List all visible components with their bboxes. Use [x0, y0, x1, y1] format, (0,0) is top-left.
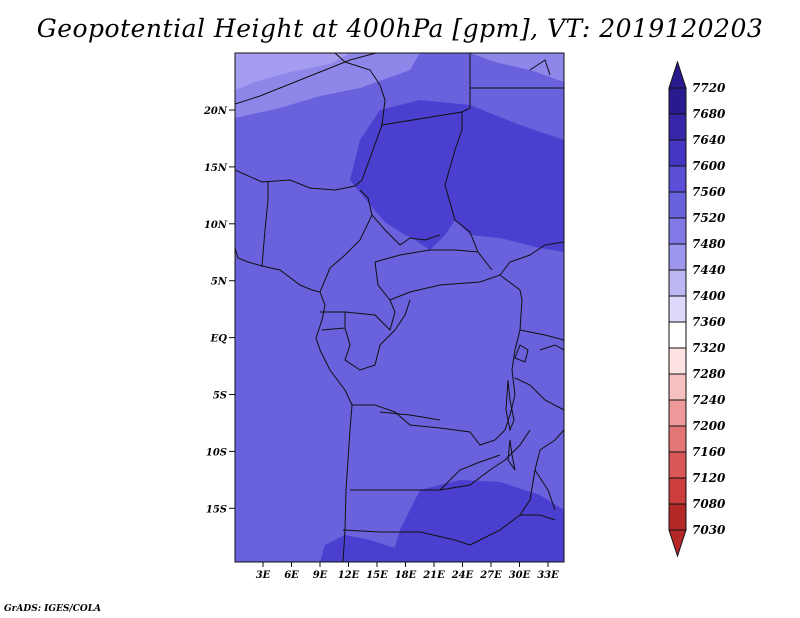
- colorbar-swatch: [668, 451, 687, 479]
- colorbar-swatch: [668, 503, 687, 531]
- latitude-axis: 20N 15N 10N 5N EQ 5S 10S 15S: [203, 106, 235, 515]
- lon-label: 6E: [284, 570, 299, 581]
- lon-label: 21E: [422, 570, 445, 581]
- colorbar-label: 7520: [692, 211, 726, 225]
- lat-label: EQ: [210, 334, 228, 345]
- colorbar-label: 7200: [692, 419, 726, 433]
- lon-label: 15E: [366, 570, 388, 581]
- colorbar-swatch: [668, 191, 687, 219]
- field-high-south-region: [390, 480, 564, 562]
- colorbar-label: 7080: [692, 497, 726, 511]
- lon-label: 27E: [479, 570, 502, 581]
- colorbar-label: 7400: [692, 289, 726, 303]
- colorbar-top-arrow: [668, 60, 687, 89]
- colorbar-label: 7600: [692, 159, 726, 173]
- colorbar-label: 7680: [692, 107, 726, 121]
- colorbar-swatch: [668, 139, 687, 167]
- lon-label: 24E: [451, 570, 474, 581]
- colorbar-swatch: [668, 87, 687, 115]
- colorbar-label: 7320: [692, 341, 726, 355]
- lon-label: 33E: [537, 570, 559, 581]
- lat-label: 10N: [204, 220, 228, 231]
- colorbar: 7720 7680 7640 7600 7560 7520 7480 7440 7400 7360…: [668, 60, 726, 558]
- colorbar-swatch: [668, 347, 687, 375]
- lon-label: 30E: [509, 570, 531, 581]
- footer-credit: GrADS: IGES/COLA: [4, 604, 102, 614]
- longitude-axis: 3E 6E 9E 12E 15E 18E 21E 24E 27E 30E 33E: [256, 562, 559, 581]
- colorbar-label: 7640: [692, 133, 726, 147]
- colorbar-swatch: [668, 113, 687, 141]
- colorbar-swatch: [668, 321, 687, 349]
- field-high-sw-region: [320, 535, 400, 562]
- colorbar-label: 7160: [692, 445, 726, 459]
- lat-label: 5S: [213, 391, 227, 402]
- lon-label: 18E: [395, 570, 417, 581]
- colorbar-label: 7720: [692, 81, 726, 95]
- lat-label: 10S: [206, 447, 227, 458]
- lon-label: 3E: [256, 570, 271, 581]
- field-lightest-region: [235, 53, 350, 90]
- country-borders: [235, 53, 564, 562]
- colorbar-label: 7240: [692, 393, 726, 407]
- height-field: [235, 53, 564, 562]
- colorbar-swatch: [668, 425, 687, 453]
- colorbar-swatch: [668, 217, 687, 245]
- colorbar-label: 7560: [692, 185, 726, 199]
- colorbar-swatch: [668, 295, 687, 323]
- colorbar-label: 7480: [692, 237, 726, 251]
- colorbar-label: 7030: [692, 523, 726, 537]
- colorbar-label: 7120: [692, 471, 726, 485]
- colorbar-swatch: [668, 373, 687, 401]
- field-light-ne-region: [470, 53, 564, 82]
- colorbar-swatch: [668, 477, 687, 505]
- map-title: Geopotential Height at 400hPa [gpm], VT:…: [36, 14, 764, 43]
- colorbar-label: 7360: [692, 315, 726, 329]
- colorbar-label: 7280: [692, 367, 726, 381]
- lat-label: 15N: [204, 163, 228, 174]
- lat-label: 15S: [206, 504, 227, 515]
- colorbar-swatch: [668, 399, 687, 427]
- lat-label: 20N: [203, 106, 228, 117]
- colorbar-bottom-arrow: [668, 529, 687, 558]
- colorbar-swatch: [668, 269, 687, 297]
- map-frame: [234, 52, 565, 563]
- lon-label: 12E: [338, 570, 360, 581]
- colorbar-swatch: [668, 243, 687, 271]
- field-high-north-region: [350, 100, 564, 252]
- lat-label: 5N: [211, 277, 228, 288]
- lon-label: 9E: [313, 570, 328, 581]
- colorbar-swatch: [668, 165, 687, 193]
- colorbar-label: 7440: [692, 263, 726, 277]
